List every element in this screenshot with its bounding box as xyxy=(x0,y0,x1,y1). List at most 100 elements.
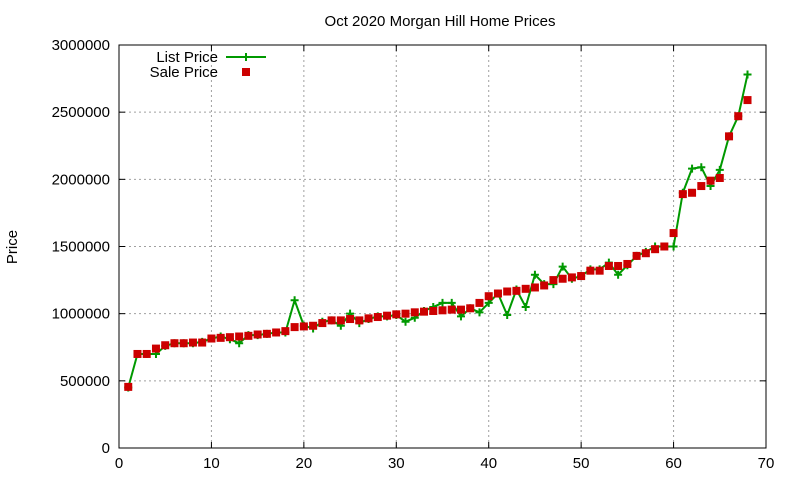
list-price-point xyxy=(697,163,706,172)
sale-price-point xyxy=(170,339,179,348)
sale-price-point xyxy=(484,292,493,301)
sale-price-point xyxy=(456,305,465,314)
sale-price-point xyxy=(466,304,475,313)
list-price-point xyxy=(503,311,512,320)
series-sale-price xyxy=(124,96,752,391)
sale-price-point xyxy=(604,261,613,270)
sale-price-point xyxy=(253,330,262,339)
y-tick-label: 2500000 xyxy=(52,104,110,121)
list-price-point xyxy=(456,312,465,321)
x-tick-label: 40 xyxy=(480,455,497,472)
sale-price-point xyxy=(299,322,308,331)
y-tick-label: 3000000 xyxy=(52,37,110,54)
sale-price-point xyxy=(632,251,641,260)
sale-price-point xyxy=(392,310,401,319)
x-tick-label: 20 xyxy=(296,455,313,472)
legend: List Price Sale Price xyxy=(150,49,266,81)
sale-price-point xyxy=(327,316,336,325)
sale-price-point xyxy=(530,283,539,292)
sale-price-point xyxy=(151,344,160,353)
sale-price-point xyxy=(567,273,576,282)
series-list-price xyxy=(124,70,752,392)
sale-price-point xyxy=(577,272,586,281)
sale-price-point xyxy=(318,319,327,328)
sale-price-point xyxy=(262,329,271,338)
sale-price-point xyxy=(503,287,512,296)
sale-price-point xyxy=(678,190,687,199)
sale-price-point xyxy=(688,188,697,197)
legend-marker-sale xyxy=(242,68,250,76)
list-price-point xyxy=(521,302,530,311)
sale-price-point xyxy=(401,309,410,318)
list-price-point xyxy=(290,296,299,305)
sale-price-point xyxy=(225,333,234,342)
list-price-point xyxy=(688,164,697,173)
sale-price-point xyxy=(142,349,151,358)
sale-price-point xyxy=(540,281,549,290)
sale-price-point xyxy=(512,286,521,295)
list-price-point xyxy=(669,242,678,251)
sale-price-point xyxy=(493,289,502,298)
x-tick-label: 10 xyxy=(203,455,220,472)
sale-price-point xyxy=(161,341,170,350)
x-tick-label: 70 xyxy=(758,455,775,472)
sale-price-point xyxy=(383,311,392,320)
list-price-point xyxy=(484,298,493,307)
sale-price-point xyxy=(614,261,623,270)
sale-price-point xyxy=(734,112,743,121)
sale-price-point xyxy=(623,259,632,268)
sale-price-point xyxy=(420,307,429,316)
sale-price-point xyxy=(725,132,734,141)
list-price-point xyxy=(530,270,539,279)
sale-price-point xyxy=(743,96,752,105)
sale-price-point xyxy=(660,242,669,251)
sale-price-point xyxy=(207,334,216,343)
legend-label-list: List Price xyxy=(156,49,218,66)
chart-title: Oct 2020 Morgan Hill Home Prices xyxy=(325,13,556,30)
sale-price-point xyxy=(641,249,650,258)
sale-price-point xyxy=(216,333,225,342)
y-tick-label: 1000000 xyxy=(52,306,110,323)
axis-ticks: 0 500000 1000000 1500000 2000000 2500000 30000… xyxy=(52,37,775,472)
legend-marker-list xyxy=(242,53,250,61)
sale-price-point xyxy=(133,349,142,358)
sale-price-point xyxy=(429,306,438,315)
sale-price-point xyxy=(410,308,419,317)
sale-price-point xyxy=(438,306,447,315)
sale-price-point xyxy=(355,316,364,325)
sale-price-point xyxy=(235,332,244,341)
list-price-point xyxy=(475,308,484,317)
sale-price-point xyxy=(272,328,281,337)
sale-price-point xyxy=(586,266,595,275)
list-price-point xyxy=(447,298,456,307)
sale-price-point xyxy=(290,323,299,332)
plot-frame xyxy=(118,44,767,449)
sale-price-point xyxy=(715,173,724,182)
y-tick-label: 500000 xyxy=(60,373,110,390)
sale-price-point xyxy=(309,321,318,330)
x-tick-label: 30 xyxy=(388,455,405,472)
list-price-point xyxy=(743,70,752,79)
list-price-point xyxy=(614,270,623,279)
x-tick-label: 0 xyxy=(115,455,123,472)
series-layer xyxy=(124,70,752,392)
sale-price-point xyxy=(669,229,678,238)
y-axis-label: Price xyxy=(4,230,21,264)
legend-label-sale: Sale Price xyxy=(150,64,218,81)
sale-price-point xyxy=(697,182,706,191)
sale-price-point xyxy=(179,339,188,348)
sale-price-point xyxy=(373,313,382,322)
list-price-point xyxy=(235,339,244,348)
y-tick-label: 0 xyxy=(102,440,110,457)
sale-price-point xyxy=(346,315,355,324)
sale-price-point xyxy=(706,176,715,185)
list-price-point xyxy=(715,165,724,174)
sale-price-point xyxy=(364,314,373,323)
y-tick-label: 2000000 xyxy=(52,171,110,188)
x-tick-label: 60 xyxy=(665,455,682,472)
sale-price-point xyxy=(447,305,456,314)
sale-price-point xyxy=(244,331,253,340)
x-tick-label: 50 xyxy=(573,455,590,472)
sale-price-point xyxy=(595,266,604,275)
